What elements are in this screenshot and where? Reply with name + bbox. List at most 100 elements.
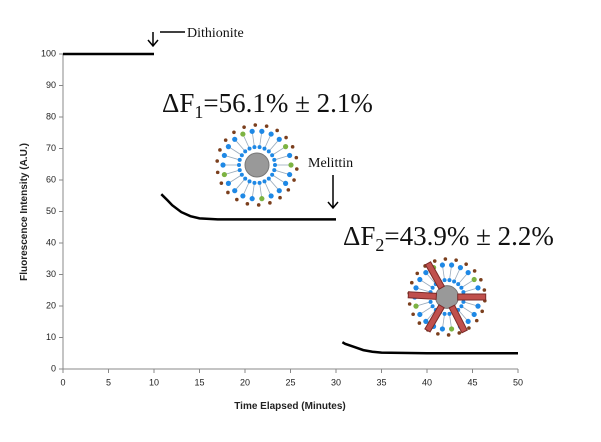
annotation-part: 1 bbox=[194, 102, 203, 122]
dye bbox=[407, 302, 412, 306]
lipid bbox=[264, 133, 272, 149]
lipid-head bbox=[459, 285, 464, 290]
lipid-head bbox=[457, 265, 464, 271]
y-tick-label: 50 bbox=[46, 206, 56, 216]
lipid bbox=[259, 131, 263, 148]
y-tick-label: 90 bbox=[46, 80, 56, 90]
lipid bbox=[251, 131, 255, 148]
lipid bbox=[242, 133, 250, 149]
lipid-head bbox=[439, 262, 446, 268]
lipid-head bbox=[268, 131, 274, 137]
lipid-head bbox=[262, 146, 267, 151]
dye bbox=[409, 280, 414, 285]
dye bbox=[232, 130, 236, 135]
dye bbox=[219, 181, 224, 185]
lipid-head bbox=[461, 299, 466, 304]
lipid-head bbox=[452, 279, 457, 284]
lipid-head bbox=[465, 269, 471, 276]
lipid-head bbox=[423, 318, 429, 325]
lipid-head bbox=[413, 303, 419, 309]
lipid-head bbox=[442, 311, 447, 316]
lipid bbox=[274, 155, 290, 161]
lipid-head bbox=[442, 278, 447, 283]
lipid bbox=[224, 155, 240, 161]
annotation-part: =56.1% ± 2.1% bbox=[203, 88, 373, 118]
dye bbox=[256, 203, 261, 207]
arrow bbox=[327, 175, 339, 210]
lipid-head bbox=[475, 285, 481, 291]
lipid-head bbox=[447, 311, 452, 316]
x-tick-label: 30 bbox=[331, 377, 341, 387]
lipid-head bbox=[249, 128, 255, 134]
lipid-head bbox=[471, 276, 477, 283]
y-tick-label: 10 bbox=[46, 332, 56, 342]
lipid bbox=[234, 178, 246, 191]
dye bbox=[464, 262, 468, 266]
lipid-head bbox=[283, 180, 289, 186]
dye bbox=[292, 178, 296, 182]
arrow bbox=[147, 31, 185, 48]
lipid-head bbox=[276, 188, 282, 194]
x-tick-label: 0 bbox=[60, 377, 65, 387]
x-tick-label: 20 bbox=[240, 377, 250, 387]
lipid-head bbox=[239, 153, 244, 158]
peptide bbox=[457, 293, 487, 301]
dye bbox=[294, 155, 299, 160]
dye bbox=[295, 167, 299, 171]
lipid bbox=[271, 146, 286, 156]
lipid-head bbox=[471, 311, 477, 318]
lipid-head bbox=[266, 149, 271, 154]
lipid-head bbox=[221, 171, 227, 178]
annotation-part: 2 bbox=[375, 235, 384, 255]
annotation-part: ΔF bbox=[162, 88, 194, 118]
lipid-head bbox=[461, 290, 466, 295]
lipid-head bbox=[272, 157, 277, 162]
x-tick-label: 5 bbox=[106, 377, 111, 387]
x-tick-label: 10 bbox=[149, 377, 159, 387]
dye bbox=[226, 190, 230, 195]
dye bbox=[268, 201, 272, 205]
lipid-head bbox=[417, 276, 423, 283]
dye bbox=[446, 333, 451, 337]
dye bbox=[411, 312, 415, 317]
dye bbox=[284, 135, 288, 140]
lipid-head bbox=[243, 149, 248, 154]
lipid bbox=[242, 181, 250, 197]
annotation: Dithionite bbox=[187, 26, 244, 41]
dye bbox=[264, 124, 269, 128]
lipid-head bbox=[247, 179, 252, 184]
lipid-head bbox=[239, 172, 244, 177]
lipid-head bbox=[439, 326, 446, 332]
annotation: ΔF1=56.1% ± 2.1% bbox=[162, 88, 373, 122]
lipid-head bbox=[259, 128, 265, 134]
lipid-head bbox=[273, 163, 277, 167]
lipid bbox=[259, 182, 263, 199]
lipid-head bbox=[447, 278, 452, 283]
lipid-head bbox=[268, 193, 274, 199]
dye bbox=[286, 188, 291, 192]
x-tick-label: 45 bbox=[467, 377, 477, 387]
lipid-head bbox=[276, 136, 282, 142]
lipid-head bbox=[237, 168, 242, 173]
lipid-head bbox=[270, 172, 275, 177]
dye bbox=[457, 331, 462, 335]
dye bbox=[472, 269, 477, 273]
lipid-head bbox=[252, 145, 257, 150]
lipid bbox=[264, 181, 272, 197]
liposome-icons bbox=[215, 123, 487, 337]
x-tick-label: 25 bbox=[285, 377, 295, 387]
lipid bbox=[271, 174, 286, 184]
lipid-head bbox=[232, 188, 238, 194]
lipid-head bbox=[266, 176, 271, 181]
y-tick-label: 20 bbox=[46, 300, 56, 310]
lipid-head bbox=[417, 311, 423, 318]
lipid-head bbox=[448, 262, 455, 268]
lipid-head bbox=[465, 318, 471, 325]
lipid-head bbox=[237, 163, 241, 167]
dye bbox=[436, 332, 440, 336]
dye bbox=[278, 195, 282, 200]
lipid-head bbox=[252, 180, 257, 185]
dye bbox=[474, 318, 479, 323]
lipid-head bbox=[243, 176, 248, 181]
lipid-head bbox=[225, 180, 231, 186]
